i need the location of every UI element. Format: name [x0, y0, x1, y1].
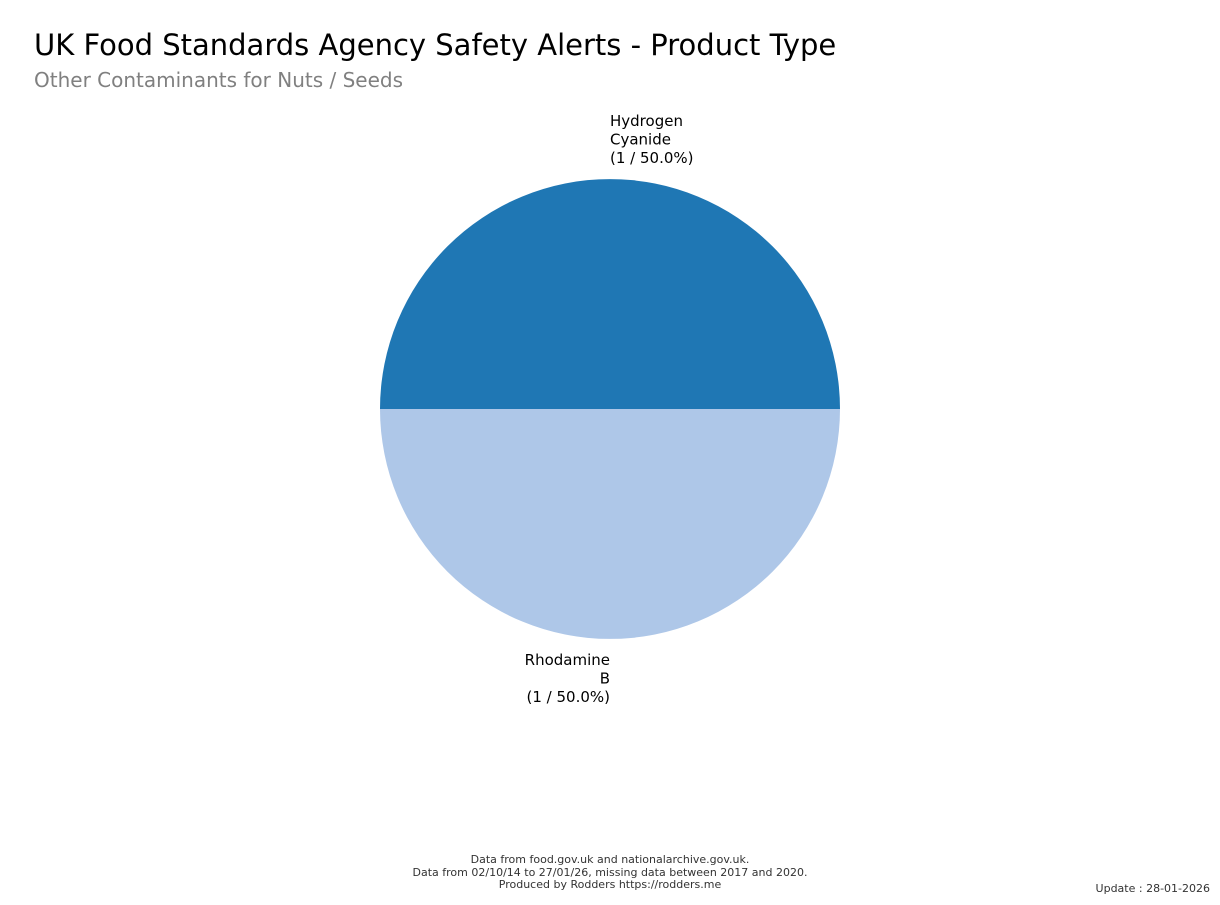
- slice-label: Hydrogen Cyanide (1 / 50.0%): [610, 112, 694, 167]
- footer-line-sources: Data from food.gov.uk and nationalarchiv…: [470, 853, 750, 866]
- slice-label-line: (1 / 50.0%): [610, 149, 694, 167]
- footer-line-date-range: Data from 02/10/14 to 27/01/26, missing …: [412, 865, 808, 879]
- pie-slice: [380, 409, 840, 639]
- chart-title: UK Food Standards Agency Safety Alerts -…: [34, 28, 837, 62]
- slice-label-line: (1 / 50.0%): [527, 688, 611, 706]
- update-date: Update : 28-01-2026: [1095, 882, 1210, 895]
- slice-label-line: B: [600, 670, 610, 688]
- slice-label-line: Cyanide: [610, 131, 671, 149]
- footer-line-producer: Produced by Rodders https://rodders.me: [498, 878, 722, 891]
- footer-credits: Data from food.gov.uk and nationalarchiv…: [0, 853, 1220, 892]
- slice-label-line: Hydrogen: [610, 112, 683, 130]
- pie-slice: [380, 179, 840, 409]
- slice-label-line: Rhodamine: [525, 651, 610, 669]
- chart-subtitle: Other Contaminants for Nuts / Seeds: [34, 68, 404, 92]
- slice-label: Rhodamine B (1 / 50.0%): [525, 651, 610, 706]
